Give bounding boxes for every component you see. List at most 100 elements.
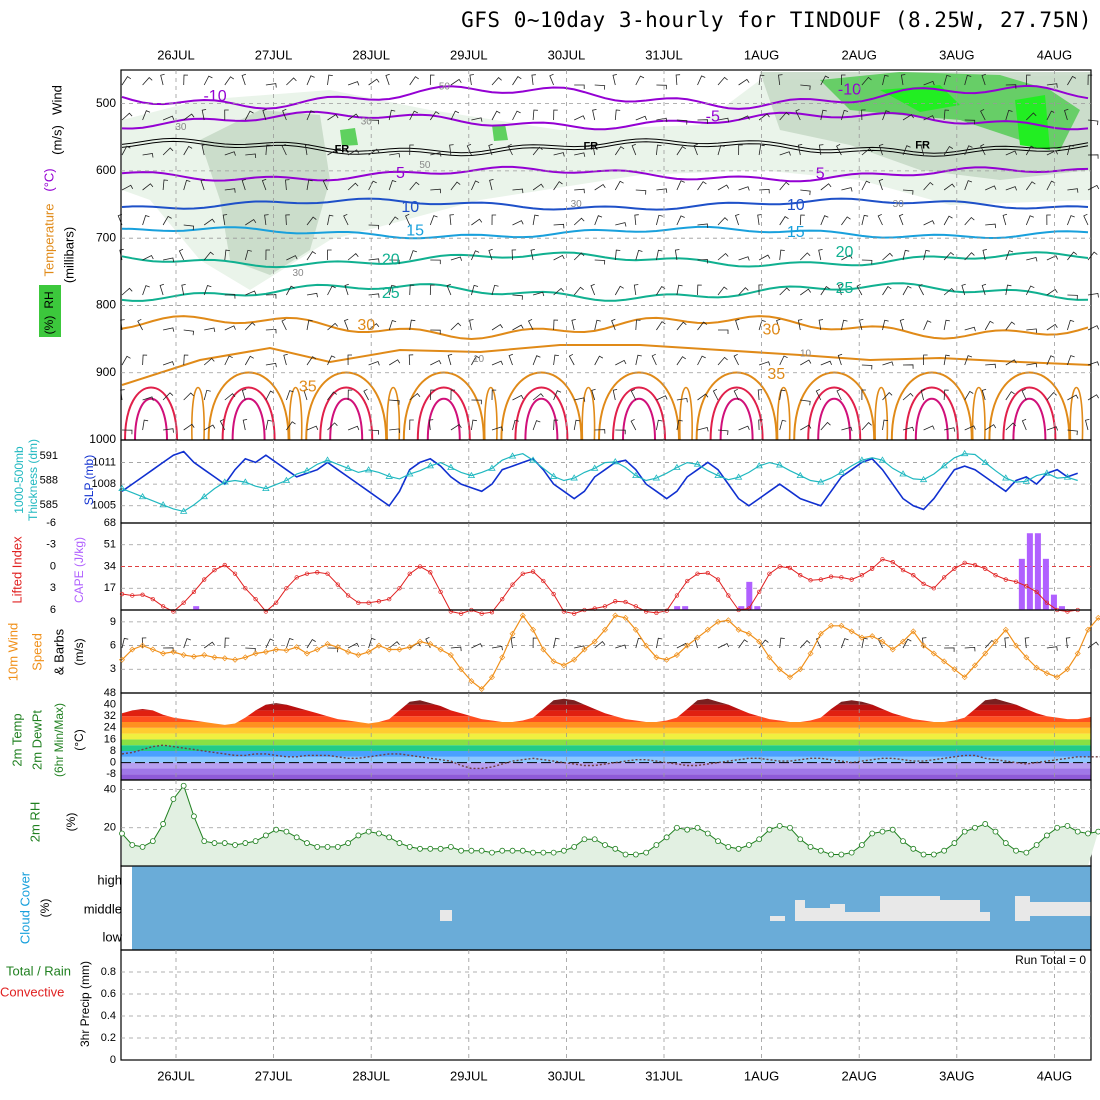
rh-label: 50 — [419, 160, 431, 171]
wind-barb — [1026, 328, 1038, 333]
wind-speed-marker — [776, 666, 783, 673]
precip-tick: 0.4 — [101, 1010, 116, 1022]
wind-barb — [405, 213, 411, 226]
wind-barb — [943, 145, 954, 156]
li-marker — [345, 593, 351, 598]
rh2m-marker — [879, 828, 886, 835]
wind-barb — [779, 151, 791, 156]
wind-barb — [861, 180, 871, 191]
wind-tick: 9 — [110, 616, 116, 628]
wind-barb — [183, 224, 195, 231]
wind-barb — [697, 321, 708, 331]
wind-barb — [656, 117, 668, 123]
wind-barb — [510, 637, 516, 649]
wind-barb — [733, 353, 739, 366]
rh2m-marker — [201, 838, 208, 845]
wind-barb — [733, 388, 739, 401]
wind-barb — [779, 111, 790, 121]
wind-barb — [388, 284, 396, 296]
wind-barb — [142, 396, 154, 401]
wind-barb — [368, 258, 380, 263]
rh2m-marker — [725, 843, 732, 850]
rh2m-marker — [1054, 824, 1061, 831]
wind-barb — [594, 319, 601, 331]
cloud-middle-cell — [805, 908, 830, 921]
wind-barb — [1026, 112, 1037, 121]
wind-barb — [368, 637, 376, 649]
rh2m-marker — [643, 849, 650, 856]
wind-barb — [327, 322, 339, 331]
wind-barb — [368, 293, 380, 298]
wind-barb — [224, 109, 229, 121]
wind-barb — [923, 181, 934, 191]
wind-barb — [449, 144, 454, 156]
wind-barb — [612, 389, 618, 401]
wind-barb — [327, 285, 336, 296]
wind-barb — [286, 255, 298, 261]
wind-speed-marker — [1085, 626, 1091, 633]
li-marker — [284, 586, 289, 591]
wind-barb — [981, 388, 987, 401]
li-marker — [880, 557, 885, 562]
wind-barb — [717, 217, 729, 226]
wind-barb — [944, 647, 955, 652]
wind-barb — [964, 216, 975, 226]
wind-barb — [943, 319, 950, 331]
wind-barb — [656, 214, 663, 226]
wind-barb — [943, 354, 950, 366]
wind-barb — [738, 639, 748, 649]
wind-speed-marker — [591, 638, 598, 645]
wind-barb — [1005, 391, 1015, 401]
rh2m-marker — [776, 822, 783, 829]
wind-barb — [163, 327, 175, 332]
temp-band — [121, 727, 1091, 734]
wind-barb — [630, 388, 637, 401]
wind-barb — [491, 645, 503, 651]
wind-speed-marker — [663, 656, 670, 663]
wind-barb — [902, 364, 914, 369]
pressure-tick: 800 — [96, 298, 116, 312]
wind-barb — [738, 144, 743, 156]
wind-barb — [820, 109, 827, 121]
isotherm-loop — [329, 397, 364, 441]
rh2m-marker — [704, 830, 711, 837]
wind-speed-marker — [941, 658, 948, 665]
thickness-marker — [1002, 474, 1010, 481]
isotherm-label: 35 — [767, 366, 785, 383]
wind-barb — [574, 397, 586, 402]
wind-barb — [203, 641, 215, 649]
wind-barb — [512, 110, 521, 121]
wind-speed-marker — [283, 647, 290, 654]
li-marker — [119, 591, 125, 597]
wind-barb — [818, 319, 824, 331]
rh2m-marker — [992, 828, 999, 835]
wind-barb — [1067, 319, 1075, 331]
wind-barb — [306, 292, 318, 298]
wind-barb — [553, 319, 559, 331]
temp-tick: -8 — [106, 768, 116, 780]
temp-color-bands — [121, 698, 1091, 780]
wind-barb — [203, 218, 215, 226]
thickness-marker — [817, 478, 825, 485]
wind-barb — [327, 149, 339, 156]
wind-barb — [882, 286, 892, 296]
li-marker — [695, 571, 700, 576]
wind-barb — [712, 388, 719, 401]
temp2m-axis-label: 2m Temp — [9, 713, 24, 766]
isotherm-loop — [1002, 386, 1057, 441]
wind-speed-marker — [838, 622, 845, 629]
rh2m-marker — [334, 843, 341, 850]
rh-unit-label: (%) — [42, 316, 56, 335]
wind-barb — [611, 318, 616, 331]
rh-label: 50 — [439, 81, 451, 92]
wind-barb — [203, 284, 212, 296]
wind-speed-marker — [139, 642, 146, 649]
precip-tick: 0.2 — [101, 1032, 116, 1044]
pressure-tick: 500 — [96, 96, 116, 110]
wind-barb — [532, 146, 543, 156]
rh2m-marker — [756, 836, 763, 843]
li-marker — [818, 577, 823, 582]
cloud-middle-cell — [1015, 896, 1030, 921]
wind-speed-marker — [735, 626, 742, 633]
li-marker — [1003, 577, 1008, 582]
